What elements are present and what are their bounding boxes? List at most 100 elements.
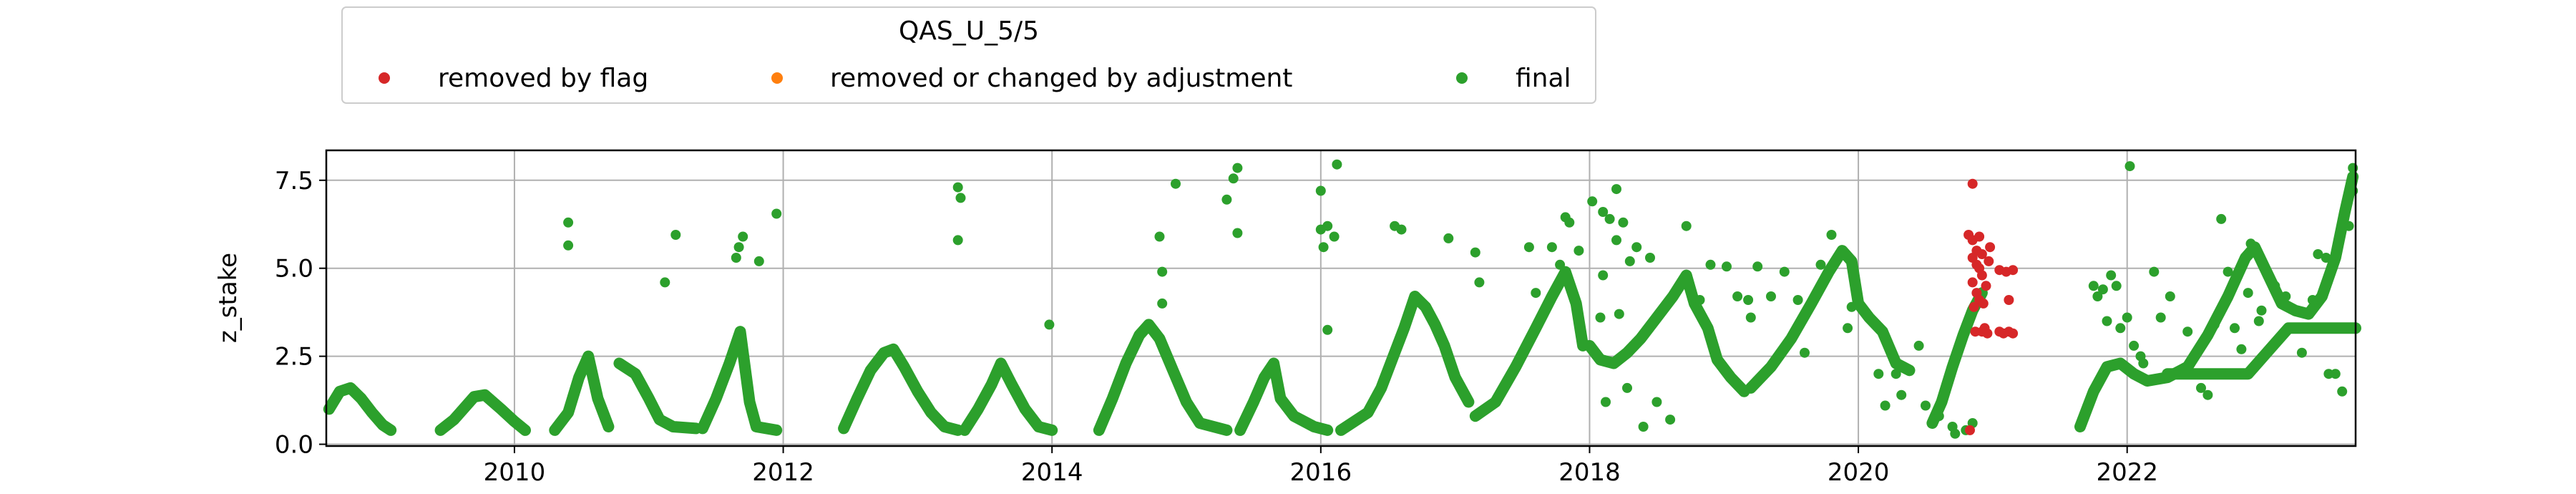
legend: QAS_U_5/5 removed by flag removed or cha… (341, 6, 1596, 104)
x-tick-label: 2014 (1021, 458, 1083, 487)
data-point (2189, 351, 2200, 362)
series-trace (1469, 266, 1589, 422)
data-point (2243, 288, 2253, 299)
data-point (1171, 178, 1181, 189)
data-point (1933, 411, 1944, 422)
data-point (1979, 323, 1990, 334)
data-point (1743, 295, 1754, 305)
data-point (1843, 323, 1853, 334)
data-point (952, 182, 963, 193)
data-point (1846, 301, 1857, 312)
data-point (1638, 422, 1649, 432)
data-point (2115, 323, 2126, 334)
data-point (1745, 312, 1756, 323)
data-point (1921, 400, 1931, 411)
series-trace (549, 350, 615, 436)
data-point (1624, 256, 1635, 266)
plot-frame (325, 149, 2357, 447)
data-point (2280, 291, 2291, 301)
data-point (2182, 326, 2193, 337)
data-point (1967, 277, 1978, 288)
data-point (753, 256, 764, 266)
data-point (1766, 291, 1776, 301)
data-point (1531, 288, 1541, 299)
y-tick-label: 0.0 (275, 431, 313, 460)
y-tick-label: 2.5 (275, 343, 313, 372)
data-point (1826, 230, 1837, 240)
data-point (2230, 323, 2240, 334)
data-point (1976, 249, 1987, 259)
series-trace (613, 357, 702, 435)
gridlines (326, 150, 2356, 446)
data-point (1555, 259, 1566, 270)
legend-frame (341, 6, 1596, 104)
data-point (2092, 291, 2103, 301)
data-point (1044, 319, 1055, 330)
data-point (1681, 221, 1692, 231)
data-point (1611, 235, 1621, 246)
data-point (1815, 259, 1826, 270)
data-point (1443, 233, 1454, 243)
data-point (2290, 323, 2301, 334)
series-trace (2074, 170, 2359, 432)
data-point (1950, 428, 1961, 439)
y-axis: 0.0 2.5 5.0 7.5 (275, 167, 326, 460)
data-point (2102, 316, 2112, 326)
data-point (733, 242, 744, 253)
data-point (1322, 324, 1333, 335)
data-point (1470, 247, 1480, 258)
data-point (2263, 270, 2273, 281)
x-tick-label: 2018 (1558, 458, 1621, 487)
data-point (2321, 253, 2331, 263)
series-trace (1584, 269, 1750, 397)
x-tick-label: 2022 (2096, 458, 2158, 487)
data-point (1587, 196, 1598, 207)
data-point (771, 208, 782, 219)
data-point (2223, 266, 2233, 277)
series-trace (696, 326, 783, 436)
data-point (1705, 259, 1716, 270)
data-point (1967, 178, 1978, 189)
data-point (1598, 207, 1609, 217)
data-point (660, 277, 670, 288)
data-point (1598, 270, 1609, 281)
data-point (2307, 295, 2318, 305)
series-final (323, 159, 2361, 439)
legend-label-removed-by-flag: removed by flag (438, 64, 648, 93)
series-removed-by-flag (1963, 178, 2019, 435)
series-trace (838, 343, 964, 436)
data-point (2245, 238, 2256, 249)
legend-title: QAS_U_5/5 (899, 16, 1039, 46)
data-point (1965, 425, 1975, 435)
data-point (2106, 270, 2117, 281)
series-trace (1926, 287, 1988, 429)
data-point (2343, 221, 2354, 231)
data-point (1732, 291, 1743, 301)
data-point (1752, 261, 1763, 272)
legend-label-removed-or-changed: removed or changed by adjustment (830, 64, 1292, 93)
data-point (1315, 224, 1326, 235)
data-point (1474, 277, 1485, 288)
data-point (670, 230, 681, 240)
series-trace (1234, 357, 1334, 436)
data-point (2004, 295, 2014, 305)
data-point (1154, 231, 1165, 242)
data-point (2008, 265, 2019, 276)
data-point (1800, 347, 1810, 358)
plot-data (323, 159, 2361, 439)
series-trace (1745, 245, 1916, 394)
data-point (2236, 344, 2247, 354)
series-trace (959, 357, 1058, 436)
y-axis-label: z_stake (214, 253, 243, 343)
data-point (1611, 184, 1621, 195)
legend-marker-removed-or-changed (771, 72, 783, 84)
data-point (2008, 328, 2019, 339)
y-tick-label: 7.5 (275, 167, 313, 195)
data-point (1941, 382, 1951, 393)
data-point (1722, 261, 1732, 272)
data-point (2111, 281, 2122, 291)
data-point (1546, 242, 1557, 253)
series-trace (434, 389, 531, 436)
data-point (2165, 291, 2175, 301)
legend-marker-removed-by-flag (379, 72, 390, 84)
